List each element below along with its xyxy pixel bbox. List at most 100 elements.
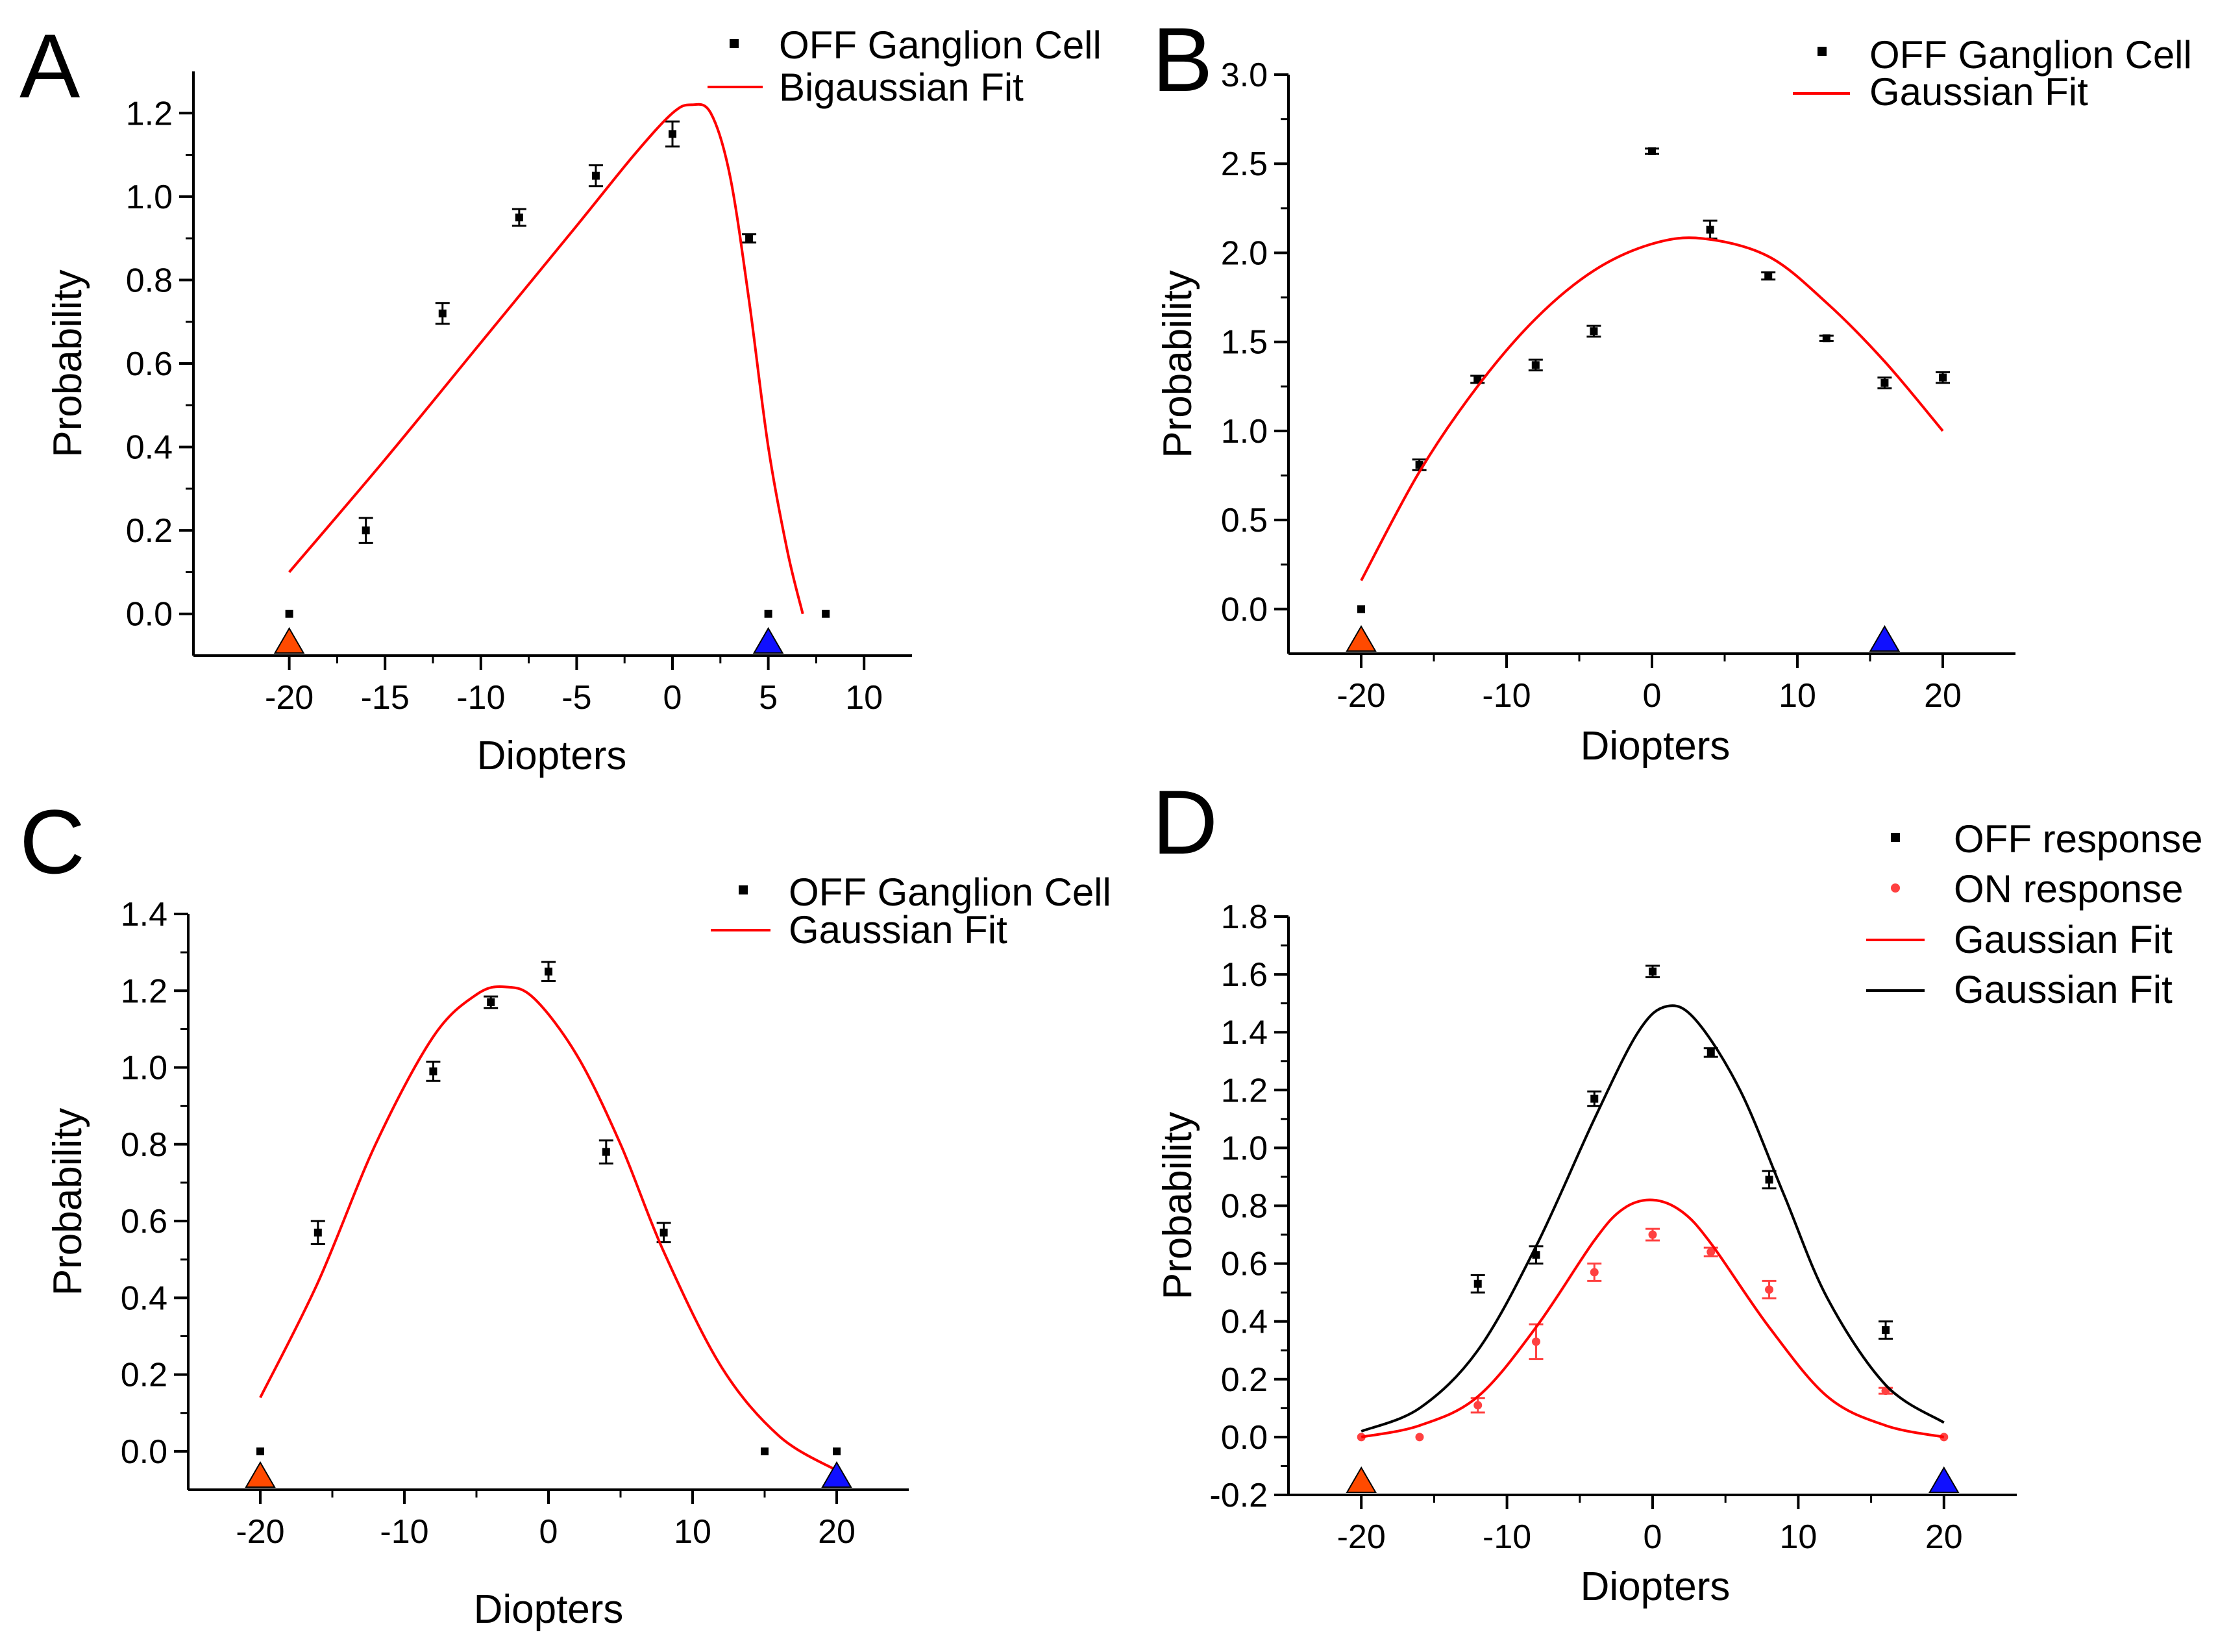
data-point: [1707, 1248, 1716, 1257]
data-point: [1590, 327, 1598, 336]
data-point: [1590, 1268, 1599, 1277]
x-axis-label: Diopters: [1581, 724, 1731, 769]
y-axis-label: Probability: [45, 1108, 90, 1296]
y-tick-label: 0.2: [121, 1357, 167, 1394]
data-point: [1473, 375, 1482, 384]
y-tick-label: 0.8: [126, 262, 173, 299]
legend-label: Gaussian Fit: [1869, 70, 2088, 114]
y-tick-label: 0.6: [1221, 1246, 1268, 1283]
data-point: [1415, 1433, 1424, 1442]
y-axis-label: Probability: [1155, 1112, 1200, 1300]
data-point: [1357, 605, 1365, 613]
position-marker: [1346, 1466, 1377, 1493]
x-tick-label: 0: [539, 1513, 558, 1551]
legend-point-swatch: [1891, 833, 1900, 842]
plot-area: -20 -10 0 10 20 -0.2 0.0 0.2 0.4 0.6 0.8 1.0 1.2 1.4 1…: [1155, 898, 2017, 1609]
data-point: [1473, 1401, 1483, 1410]
y-tick-label: 0.0: [126, 596, 173, 634]
y-tick-label: 3.0: [1221, 56, 1268, 94]
data-point: [314, 1228, 322, 1237]
plot-area: -20 -10 0 10 20 0.0 0.2 0.4 0.6 0.8 1.0 1.2 1.4 Diopt…: [45, 896, 909, 1632]
y-tick-label: 1.2: [1221, 1072, 1268, 1109]
data-point: [1765, 1285, 1774, 1294]
y-tick-label: 0.8: [1221, 1188, 1268, 1226]
panel-d: D -20 -10 0 10 20 -0.2 0.0 0.2 0.4 0.6 0.8 1.0 1.2 1.…: [1152, 771, 2202, 1609]
panel-b: B -20 -10 0 10 20 0.0 0.5 1.0 1.5 2.0 2.5 3.0 Diopte…: [1152, 8, 2192, 769]
x-axis-label: Diopters: [477, 734, 627, 778]
x-axis-label: Diopters: [474, 1587, 624, 1632]
fit-curve: [1361, 1004, 1945, 1433]
panel-letter: B: [1152, 8, 1213, 110]
y-tick-label: 1.5: [1221, 324, 1268, 362]
legend-label: Bigaussian Fit: [779, 66, 1024, 109]
data-point: [1880, 378, 1889, 387]
legend-point-swatch: [1891, 883, 1900, 893]
data-point: [515, 214, 523, 221]
data-point: [602, 1148, 610, 1156]
data-point: [761, 1447, 769, 1455]
legend-point-swatch: [739, 885, 748, 894]
y-tick-label: 0.6: [121, 1203, 167, 1240]
x-tick-label: -10: [1483, 1518, 1531, 1556]
legend: OFF response ON response Gaussian Fit Ga…: [1866, 817, 2202, 1011]
data-point: [764, 610, 772, 618]
plot-area: -20 -10 0 10 20 0.0 0.5 1.0 1.5 2.0 2.5 3.0 Diopters…: [1155, 56, 2015, 769]
y-tick-label: 1.6: [1221, 956, 1268, 994]
legend-point-swatch: [730, 39, 739, 48]
panel-letter: D: [1152, 771, 1218, 873]
x-tick-label: 5: [759, 679, 778, 717]
y-axis-label: Probability: [45, 269, 90, 457]
x-tick-label: 10: [1779, 1518, 1817, 1556]
y-tick-label: 0.0: [121, 1433, 167, 1471]
data-point: [362, 526, 370, 535]
data-point: [285, 610, 293, 618]
legend: OFF Ganglion Cell Gaussian Fit: [1793, 33, 2192, 114]
data-point: [833, 1447, 841, 1455]
position-marker: [245, 1461, 276, 1488]
data-point: [659, 1228, 668, 1237]
data-point: [1648, 1230, 1657, 1239]
legend-label: OFF Ganglion Cell: [789, 870, 1111, 914]
x-tick-label: 20: [1924, 677, 1962, 715]
x-tick-label: -20: [236, 1513, 284, 1551]
x-tick-label: 20: [1925, 1518, 1963, 1556]
y-tick-label: 1.2: [121, 972, 167, 1010]
legend-point-swatch: [1818, 47, 1827, 56]
panel-c: C -20 -10 0 10 20 0.0 0.2 0.4 0.6 0.8 1.0 1.2 1.4 Dio…: [19, 791, 1111, 1632]
y-tick-label: 1.8: [1221, 898, 1268, 936]
x-tick-label: -5: [561, 679, 591, 717]
x-tick-label: 0: [1643, 677, 1662, 715]
y-tick-label: 1.4: [1221, 1014, 1268, 1052]
legend-label: OFF response: [1954, 817, 2202, 861]
position-marker: [1869, 625, 1901, 652]
y-tick-label: 0.4: [1221, 1303, 1268, 1341]
panel-a: A -20 -15 -10 -5 0 5 10 0.0 0.2 0.4 0.6 0.8 1.0 1.2 Di…: [19, 15, 1102, 778]
y-tick-label: 0.2: [126, 512, 173, 550]
data-point: [487, 998, 495, 1007]
position-marker: [1346, 625, 1377, 652]
legend-label: ON response: [1954, 867, 2184, 911]
x-tick-label: -15: [361, 679, 410, 717]
data-point: [1939, 373, 1947, 382]
x-tick-label: 20: [818, 1513, 856, 1551]
y-tick-label: 0.6: [126, 345, 173, 383]
y-tick-label: 1.0: [121, 1050, 167, 1087]
y-tick-label: 0.4: [121, 1279, 167, 1317]
data-point: [1706, 225, 1714, 234]
data-point: [822, 610, 830, 618]
x-axis-label: Diopters: [1581, 1564, 1731, 1609]
legend-label: OFF Ganglion Cell: [779, 23, 1102, 67]
legend-label: Gaussian Fit: [1954, 918, 2173, 961]
fit-curve: [288, 103, 804, 615]
legend-label: Gaussian Fit: [1954, 968, 2173, 1011]
y-tick-label: 0.0: [1221, 591, 1268, 628]
y-tick-label: 2.0: [1221, 234, 1268, 272]
x-tick-label: -20: [1337, 1518, 1386, 1556]
position-marker: [752, 627, 784, 654]
position-marker: [821, 1461, 852, 1488]
plot-area: -20 -15 -10 -5 0 5 10 0.0 0.2 0.4 0.6 0.8 1.0 1.2 Diop…: [45, 71, 912, 778]
y-axis-label: Probability: [1155, 270, 1200, 458]
y-tick-label: 1.0: [126, 179, 173, 216]
data-point: [256, 1447, 264, 1455]
